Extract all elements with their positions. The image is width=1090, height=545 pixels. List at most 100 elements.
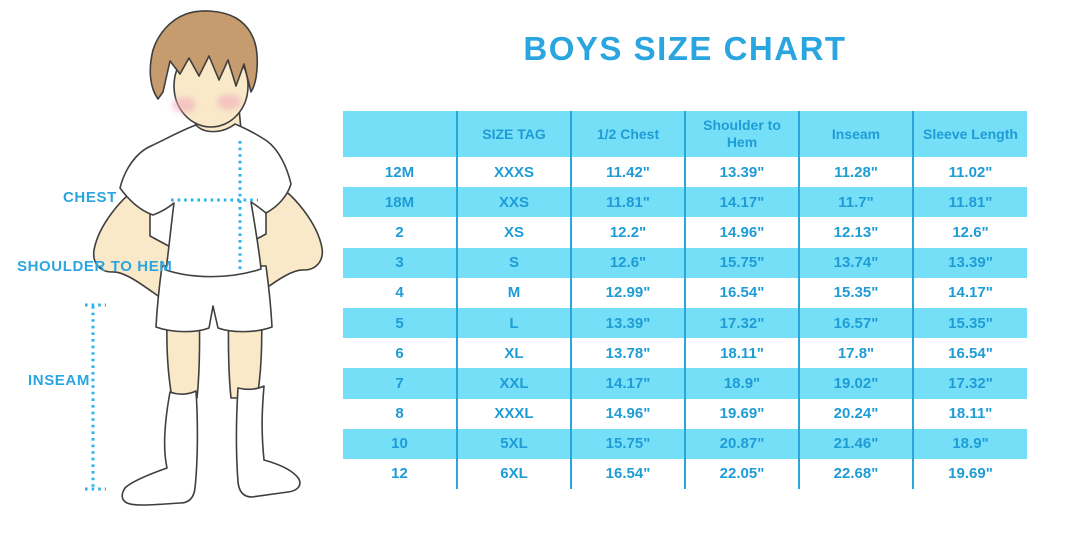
measurement-cell: 19.02" <box>798 368 913 399</box>
measurement-cell: 17.8" <box>798 338 913 369</box>
measurement-cell: 14.17" <box>912 277 1027 308</box>
table-row: 7 XXL 14.17" 18.9" 19.02" 17.32" <box>343 368 1027 399</box>
measurement-cell: 12.99" <box>570 277 685 308</box>
page-title: BOYS SIZE CHART <box>523 30 847 67</box>
measurement-cell: 14.17" <box>684 187 799 218</box>
measurement-cell: 19.69" <box>912 458 1027 490</box>
measurement-cell: 16.57" <box>798 307 913 339</box>
size-tag-cell: XXXS <box>456 157 571 188</box>
measurement-cell: 14.96" <box>570 398 685 429</box>
size-tag-cell: 5XL <box>456 428 571 459</box>
age-size-cell: 3 <box>343 247 457 278</box>
table-row: 4 M 12.99" 16.54" 15.35" 14.17" <box>343 277 1027 308</box>
right-cheek <box>217 94 241 110</box>
size-table-head: SIZE TAG 1/2 Chest Shoulder to Hem Inseam Sl… <box>343 111 1027 157</box>
age-size-cell: 8 <box>395 405 404 423</box>
measurement-cell: 11.02" <box>912 157 1027 188</box>
inseam-label: INSEAM <box>28 372 90 389</box>
measurement-cell: 11.81" <box>912 187 1027 218</box>
age-size-cell: 12 <box>391 465 408 483</box>
left-cheek <box>172 97 196 113</box>
measurement-cell: 18.9" <box>912 428 1027 459</box>
column-header: SIZE TAG <box>456 111 571 157</box>
age-size-cell: 6 <box>395 344 404 362</box>
table-row: 18M XXS 11.81" 14.17" 11.7" 11.81" <box>343 187 1027 218</box>
age-size-cell: 5 <box>343 307 457 339</box>
size-table: SIZE TAG 1/2 Chest Shoulder to Hem Inseam Sl… <box>343 111 1027 490</box>
measurement-cell: 19.69" <box>684 398 799 429</box>
table-row: 6 XL 13.78" 18.11" 17.8" 16.54" <box>343 338 1027 369</box>
table-row: 12 6XL 16.54" 22.05" 22.68" 19.69" <box>343 458 1027 490</box>
boy-illustration <box>85 10 324 506</box>
age-size-cell: 2 <box>395 223 404 241</box>
age-size-cell: 12M <box>384 163 415 181</box>
corner-header-cell <box>343 111 457 157</box>
measurement-cell: 15.35" <box>912 307 1027 339</box>
right-sock <box>235 385 301 498</box>
size-tag-cell: L <box>456 307 571 339</box>
table-row: 8 XXXL 14.96" 19.69" 20.24" 18.11" <box>343 398 1027 429</box>
measurement-cell: 22.05" <box>684 458 799 490</box>
measurement-cell: 18.9" <box>684 368 799 399</box>
size-tag-cell: 6XL <box>456 458 571 490</box>
size-tag-cell: XXS <box>456 187 571 218</box>
hair <box>149 10 259 100</box>
measurement-cell: 14.17" <box>570 368 685 399</box>
measurement-cell: 13.39" <box>570 307 685 339</box>
measurement-cell: 15.75" <box>684 247 799 278</box>
table-row: 3 S 12.6" 15.75" 13.74" 13.39" <box>343 247 1027 278</box>
measurement-cell: 13.39" <box>912 247 1027 278</box>
column-header: Shoulder to Hem <box>684 111 799 157</box>
measurement-cell: 16.54" <box>912 338 1027 369</box>
measurement-cell: 13.39" <box>684 157 799 188</box>
measurement-cell: 12.13" <box>798 217 913 248</box>
measurement-cell: 18.11" <box>684 338 799 369</box>
measurement-cell: 11.42" <box>570 157 685 188</box>
measurement-cell: 16.54" <box>684 277 799 308</box>
size-tag-cell: M <box>456 277 571 308</box>
measurement-cell: 20.24" <box>798 398 913 429</box>
shorts <box>155 265 273 333</box>
measurement-cell: 22.68" <box>798 458 913 490</box>
measurement-cell: 15.35" <box>798 277 913 308</box>
chest-label: CHEST <box>63 189 117 206</box>
left-arm <box>92 179 177 307</box>
table-row: 10 5XL 15.75" 20.87" 21.46" 18.9" <box>343 428 1027 459</box>
table-row: 5 L 13.39" 17.32" 16.57" 15.35" <box>343 307 1027 339</box>
measurement-cell: 11.81" <box>570 187 685 218</box>
size-table-body: 12M XXXS 11.42" 13.39" 11.28" 11.02" 18M XXS 11.… <box>343 157 1027 490</box>
size-tag-cell: XL <box>456 338 571 369</box>
size-tag-cell: XS <box>456 217 571 248</box>
measurement-cell: 12.2" <box>570 217 685 248</box>
size-tag-cell: XXXL <box>456 398 571 429</box>
table-row: 12M XXXS 11.42" 13.39" 11.28" 11.02" <box>343 157 1027 188</box>
age-size-cell: 18M <box>343 187 457 218</box>
size-table-head-row: SIZE TAG 1/2 Chest Shoulder to Hem Inseam Sl… <box>343 111 1027 157</box>
measurement-cell: 16.54" <box>570 458 685 490</box>
column-header: 1/2 Chest <box>570 111 685 157</box>
measurement-cell: 12.6" <box>570 247 685 278</box>
measurement-cell: 20.87" <box>684 428 799 459</box>
measurement-cell: 13.78" <box>570 338 685 369</box>
boy-figure: CHEST SHOULDER TO HEM INSEAM <box>0 0 360 545</box>
size-tag-cell: S <box>456 247 571 278</box>
measurement-cell: 17.32" <box>684 307 799 339</box>
age-size-cell: 7 <box>343 368 457 399</box>
measurement-cell: 14.96" <box>684 217 799 248</box>
size-tag-cell: XXL <box>456 368 571 399</box>
column-header: Inseam <box>798 111 913 157</box>
shoulder-to-hem-label: SHOULDER TO HEM <box>17 258 173 275</box>
age-size-cell: 4 <box>395 284 404 302</box>
measurement-cell: 17.32" <box>912 368 1027 399</box>
measurement-cell: 11.7" <box>798 187 913 218</box>
measurement-cell: 15.75" <box>570 428 685 459</box>
column-header: Sleeve Length <box>912 111 1027 157</box>
measurement-cell: 21.46" <box>798 428 913 459</box>
age-size-cell: 10 <box>343 428 457 459</box>
measurement-cell: 13.74" <box>798 247 913 278</box>
measurement-cell: 11.28" <box>798 157 913 188</box>
table-row: 2 XS 12.2" 14.96" 12.13" 12.6" <box>343 217 1027 248</box>
measurement-cell: 12.6" <box>912 217 1027 248</box>
left-sock <box>121 390 199 506</box>
